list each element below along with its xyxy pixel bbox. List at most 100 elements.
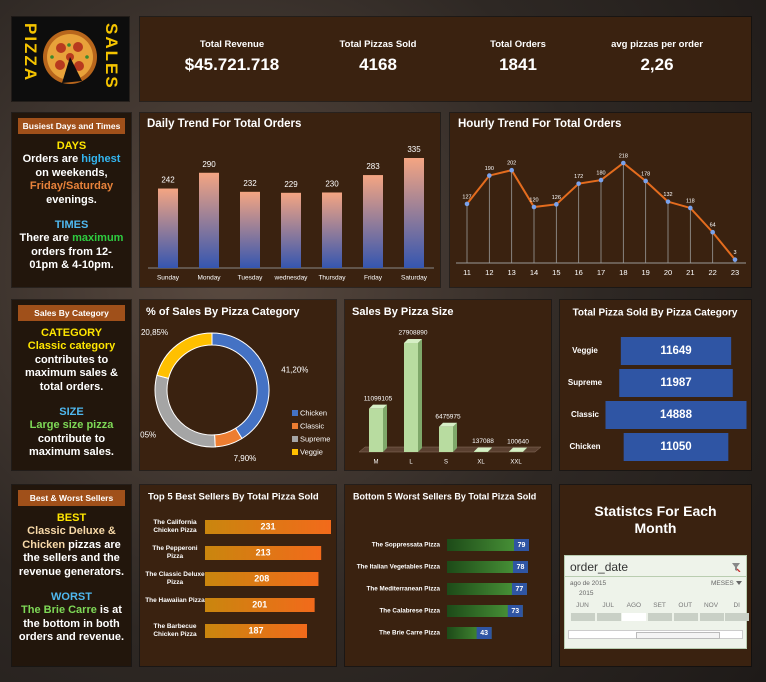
kpi-label: Total Orders (490, 39, 546, 50)
data-label: 230 (325, 180, 339, 189)
note-segment: orders from 12-01pm & 4-10pm. (29, 245, 114, 272)
chart-title: Top 5 Best Sellers By Total Pizza Sold (148, 492, 319, 503)
bar (199, 172, 219, 268)
chart-title: Daily Trend For Total Orders (147, 118, 301, 130)
x-tick-label: Monday (197, 275, 221, 282)
slicer-period: ago de 2015 (570, 580, 607, 587)
data-label: 172 (574, 174, 583, 180)
data-label: 231 (260, 521, 275, 531)
note-text: There are maximum orders from 12-01pm & … (12, 231, 131, 275)
note-title: DAYS (56, 140, 87, 152)
chart: Top 5 Best Sellers By Total Pizza Sold 23… (148, 492, 331, 638)
kpi-label: Total Revenue (199, 39, 265, 50)
y-tick-label: The Mediterranean Pizza (367, 586, 441, 593)
bar-top (369, 404, 387, 409)
slicer-cell[interactable] (699, 613, 724, 621)
filter-icon[interactable] (731, 562, 741, 572)
data-label: 27908890 (399, 330, 428, 337)
data-label: 14888 (660, 409, 693, 421)
x-tick-label: L (409, 460, 413, 466)
chart: Bottom 5 Worst Sellers By Total Pizza So… (353, 491, 536, 639)
data-label: 202 (507, 161, 516, 167)
kpi-value: $45.721.718 (184, 55, 280, 74)
note-panel: Best & Worst Sellers BEST Classic Deluxe &… (12, 485, 131, 666)
legend-swatch (292, 423, 298, 429)
data-label: 132 (663, 192, 672, 198)
slicer[interactable]: order_date ago de 2015 MESES 2015 JUN JUL… (564, 555, 750, 649)
scroll-thumb[interactable] (636, 632, 720, 639)
bar-top (404, 339, 422, 343)
data-label: 218 (619, 153, 628, 159)
scrollbar[interactable] (568, 630, 743, 639)
note-segment: is at the bottom in both orders and reve… (18, 604, 125, 643)
chart-panel: Daily Trend For Total Orders 242 Sunday 290… (140, 113, 440, 287)
data-label: 73 (511, 608, 519, 615)
data-label: 229 (284, 180, 298, 189)
note-segment: maximum (72, 232, 124, 244)
data-label: 118 (686, 198, 695, 204)
bar (205, 520, 331, 534)
data-label: 43 (480, 630, 488, 637)
note-panel: Sales By Category CATEGORY Classic categor… (12, 300, 131, 470)
x-tick-label: 13 (507, 268, 515, 277)
note-segment: Classic Deluxe & Chicken (22, 525, 116, 551)
bar-top (439, 422, 457, 427)
y-tick-label: Classic (571, 410, 600, 419)
bar-side (453, 422, 457, 452)
bar (404, 343, 418, 452)
x-tick-label: XL (477, 460, 485, 466)
x-tick-label: 14 (530, 268, 538, 277)
slicer-cell[interactable] (648, 613, 673, 621)
x-tick-label: 22 (708, 268, 716, 277)
logo-text: PIZZA (21, 23, 40, 83)
marker (643, 178, 648, 184)
y-tick-label: Veggie (572, 346, 598, 355)
note-title: WORST (51, 591, 92, 603)
slicer-cell[interactable] (673, 613, 698, 621)
note-header: Sales By Category (18, 305, 125, 321)
bar (447, 605, 523, 617)
chart-title: Hourly Trend For Total Orders (458, 118, 621, 130)
note-segment: Friday/Saturday (29, 180, 114, 192)
y-tick-label: The California Chicken Pizza (153, 519, 197, 534)
legend-swatch (292, 449, 298, 455)
slicer-month: JUL (602, 602, 614, 609)
bar-side (418, 339, 422, 452)
bar (205, 598, 315, 612)
slicer-month: AGO (626, 602, 642, 609)
data-label: 7,90% (234, 454, 257, 463)
y-tick-label: Supreme (568, 378, 603, 387)
legend-label: Supreme (300, 434, 330, 443)
chart-panel: Top 5 Best Sellers By Total Pizza Sold 23… (140, 485, 336, 666)
slicer-month: JUN (576, 602, 589, 609)
bar (369, 408, 383, 452)
kpi-value: 2,26 (640, 55, 674, 74)
chart: % of Sales By Pizza Category 41,20% 7,90% 3… (140, 306, 330, 463)
marker (554, 202, 559, 207)
note-text: Classic Deluxe & Chicken pizzas are the … (12, 524, 131, 581)
marker (732, 257, 738, 262)
slicer-cell[interactable] (596, 613, 621, 621)
data-label: 77 (516, 586, 524, 593)
slicer-cell[interactable] (571, 613, 595, 621)
data-label: 127 (462, 194, 471, 200)
bar (623, 433, 729, 461)
bar (240, 191, 260, 268)
x-tick-label: 17 (597, 268, 605, 277)
note-title: CATEGORY (40, 327, 103, 339)
slicer-cell[interactable] (622, 613, 647, 621)
x-tick-label: 20 (664, 268, 672, 277)
data-label: 3 (733, 250, 736, 256)
dropdown-arrow[interactable] (736, 581, 742, 586)
slicer-cell[interactable] (725, 613, 750, 621)
marker (576, 181, 581, 186)
bar (605, 401, 747, 429)
note-segment: contribute to maximum sales. (29, 432, 114, 459)
data-label: 30,05% (140, 431, 156, 440)
slicer-level[interactable]: MESES (711, 580, 734, 587)
data-label: 213 (256, 547, 271, 557)
data-label: 242 (161, 176, 175, 185)
note-title: TIMES (54, 219, 89, 231)
note-segment: Classic category (27, 340, 116, 352)
